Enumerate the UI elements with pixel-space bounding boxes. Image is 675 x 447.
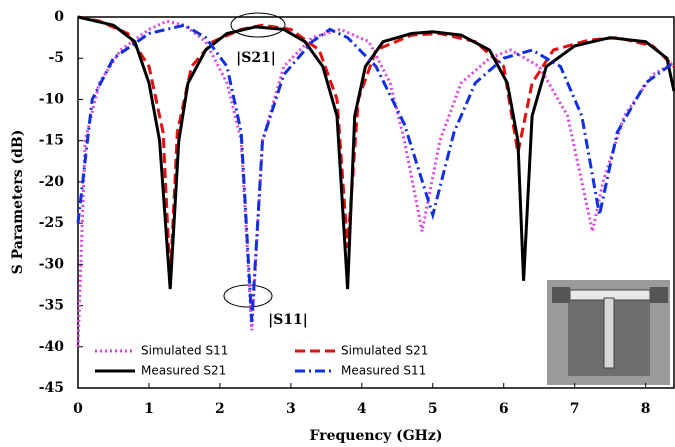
y-tick-label: -35 [39, 298, 64, 314]
annotation: |S11| [268, 312, 308, 328]
t-stem [603, 297, 615, 369]
y-axis-title: S Parameters (dB) [10, 130, 26, 275]
legend-label: Simulated S21 [341, 344, 428, 358]
y-tick-label: -40 [39, 339, 65, 355]
x-tick-label: 1 [144, 401, 154, 417]
inset-photo [547, 280, 670, 385]
series-line [77, 15, 675, 290]
y-tick-label: -45 [39, 380, 64, 396]
x-tick-label: 4 [357, 401, 367, 417]
annotation: |S21| [236, 50, 276, 66]
y-tick-label: -30 [39, 256, 65, 272]
y-tick-label: -20 [39, 174, 65, 190]
y-tick-label: -25 [39, 215, 64, 231]
x-tick-label: 7 [570, 401, 580, 417]
series-line [76, 23, 675, 323]
x-tick-label: 8 [641, 401, 651, 417]
annotation-ellipse [223, 284, 273, 308]
legend-label: Simulated S11 [141, 344, 228, 358]
x-tick-label: 5 [428, 401, 438, 417]
x-axis-title: Frequency (GHz) [310, 428, 443, 444]
y-tick-label: -5 [48, 50, 64, 66]
connector-right [650, 287, 668, 303]
legend-label: Measured S21 [141, 364, 226, 378]
x-tick-label: 2 [215, 401, 225, 417]
x-tick-label: 6 [499, 401, 509, 417]
y-tick-label: 0 [54, 9, 64, 25]
annotation-ellipse [230, 12, 286, 38]
legend-label: Measured S11 [341, 364, 426, 378]
x-tick-label: 0 [73, 401, 83, 417]
series-line [77, 15, 675, 281]
y-tick-label: -15 [39, 133, 64, 149]
plot-frame [77, 16, 675, 389]
connector-left [552, 287, 570, 303]
x-tick-label: 3 [286, 401, 296, 417]
y-tick-label: -10 [39, 91, 65, 107]
